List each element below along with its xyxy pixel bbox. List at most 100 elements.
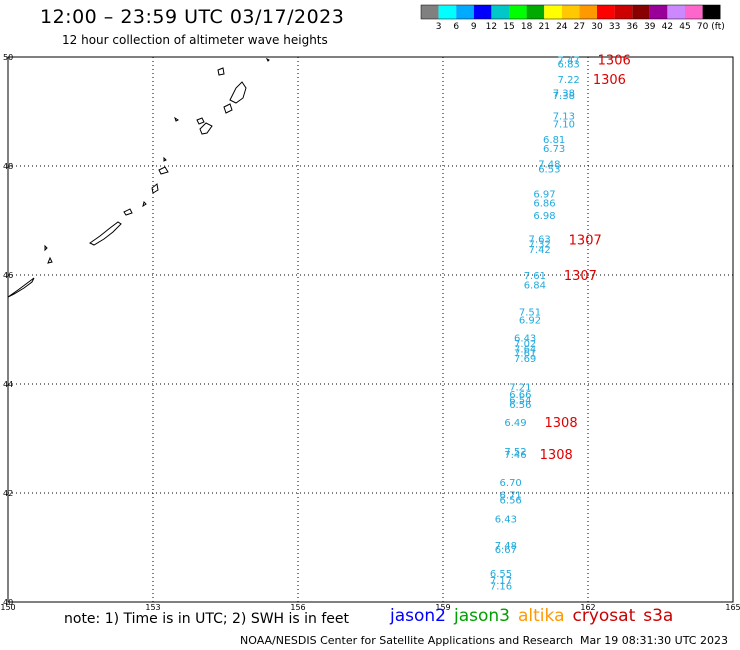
data-point-label: 6.43 [514,334,536,345]
data-point-label: 6.66 [509,390,531,401]
coastline-segment [123,208,133,216]
pass-annotation: 1306 [593,73,626,88]
data-point-label: 6.92 [519,316,541,327]
coastline [7,57,270,298]
y-tick-label: 46 [3,271,13,280]
data-point-label: 6.81 [543,135,565,146]
colorbar-tick-label: 42 [662,22,673,32]
y-tick-label: 42 [3,489,13,498]
data-point-label: 6.73 [543,144,565,155]
colorbar-swatch [702,5,721,19]
data-point-label: 6.98 [533,211,555,222]
colorbar-swatch [509,5,527,19]
data-point-label: 7.38 [553,88,575,99]
x-tick-label: 159 [435,603,450,612]
data-point-label: 7.69 [514,354,536,365]
pass-annotation: 1308 [540,448,573,463]
colorbar-tick-label: 9 [471,22,477,32]
colorbar-swatch [544,5,562,19]
coastline-segment [196,117,205,125]
y-tick-label: 50 [3,53,13,62]
x-tick-label: 156 [290,603,305,612]
colorbar-swatch [597,5,615,19]
colorbar-tick-label: 36 [626,22,638,32]
mission-altika: altika [518,606,565,626]
footer-note: note: 1) Time is in UTC; 2) SWH is in fe… [64,611,350,627]
coastline-segment [89,221,122,246]
colorbar-swatch [579,5,597,19]
mission-jason3: jason3 [454,606,510,626]
pass-annotation: 1306 [598,54,631,69]
coastline-segment [223,103,233,114]
data-point-label: 6.71 [500,491,522,502]
coastline-segment [163,156,167,162]
colorbar-swatch [614,5,633,19]
colorbar-tick-label: 18 [521,22,533,32]
y-tick-label: 40 [3,598,13,607]
colorbar-tick-label: 39 [644,22,656,32]
colorbar-tick-label: 3 [436,22,442,32]
mission-cryosat: cryosat [572,606,636,626]
data-point-label: 7.61 [524,271,546,282]
data-point-label: 7.48 [495,541,517,552]
pass-annotation: 1308 [545,416,578,431]
mission-jason2: jason2 [390,606,446,626]
colorbar-swatch [526,5,545,19]
data-point-label: 7.51 [519,308,541,319]
generation-timestamp: Mar 19 08:31:30 UTC 2023 [580,634,728,647]
data-point-label: 7.46 [504,450,526,461]
pass-annotation: 1307 [564,269,597,284]
credit-line: NOAA/NESDIS Center for Satellite Applica… [240,634,574,647]
data-point-label: 7.21 [509,383,531,394]
data-point-label: 6.53 [538,165,560,176]
page-title: 12:00 – 23:59 UTC 03/17/2023 [40,6,345,28]
data-point-label: 7.61 [514,348,536,359]
data-point-label: 7.48 [538,159,560,170]
data-point-label: 6.67 [495,545,517,556]
colorbar-tick-label: 15 [503,22,514,32]
colorbar-swatch [632,5,650,19]
colorbar-legend: 3 6 9 12 15 18 21 24 27 30 33 36 39 42 45 70 (ft) [420,4,725,32]
data-point-label: 7.63 [529,234,551,245]
colorbar-swatch [685,5,703,19]
axis-tick-labels: 150 153 156 159 162 165 40 42 44 46 48 50 [0,53,740,612]
data-point-label: 6.49 [504,418,526,429]
page-subtitle: 12 hour collection of altimeter wave hei… [62,33,328,47]
data-point-label: 7.38 [553,91,575,102]
x-tick-label: 150 [0,603,15,612]
coastline-segment [199,122,213,135]
pass-annotations: 1306 1306 1307 1307 1308 1308 [540,54,631,463]
colorbar-tick-label: 21 [538,22,549,32]
coastline-segment [142,201,147,208]
mission-legend: jason2 jason3 altika cryosat s3a [390,606,681,626]
data-point-label: 6.84 [524,280,546,291]
coastline-segment [265,57,270,62]
data-point-label: 7.02 [514,339,536,350]
data-point-label: 7.13 [553,111,575,122]
coastline-segment [229,81,247,104]
y-tick-label: 44 [3,380,13,389]
data-point-label: 6.97 [533,189,555,200]
colorbar-swatch [421,5,439,19]
data-point-label: 6.55 [490,569,512,580]
grid-lines [8,57,733,602]
colorbar-swatch [438,5,457,19]
mission-s3a: s3a [643,606,674,626]
colorbar-tick-label: 33 [609,22,620,32]
coastline-segment [47,256,53,264]
data-point-label: 7.64 [514,345,536,356]
data-point-label: 6.70 [500,478,522,489]
colorbar-tick-label: 6 [453,22,459,32]
data-point-label: 7.47 [558,56,580,67]
data-point-label: 6.86 [533,199,555,210]
coastline-segment [151,183,159,194]
coastline-segment [174,116,179,122]
colorbar-swatch [561,5,580,19]
pass-annotation: 1307 [569,234,602,249]
x-tick-label: 162 [580,603,595,612]
data-point-label: 7.22 [558,75,580,86]
colorbar-tick-label: 70 [697,22,709,32]
colorbar-tick-label: 30 [591,22,603,32]
x-tick-label: 165 [725,603,740,612]
